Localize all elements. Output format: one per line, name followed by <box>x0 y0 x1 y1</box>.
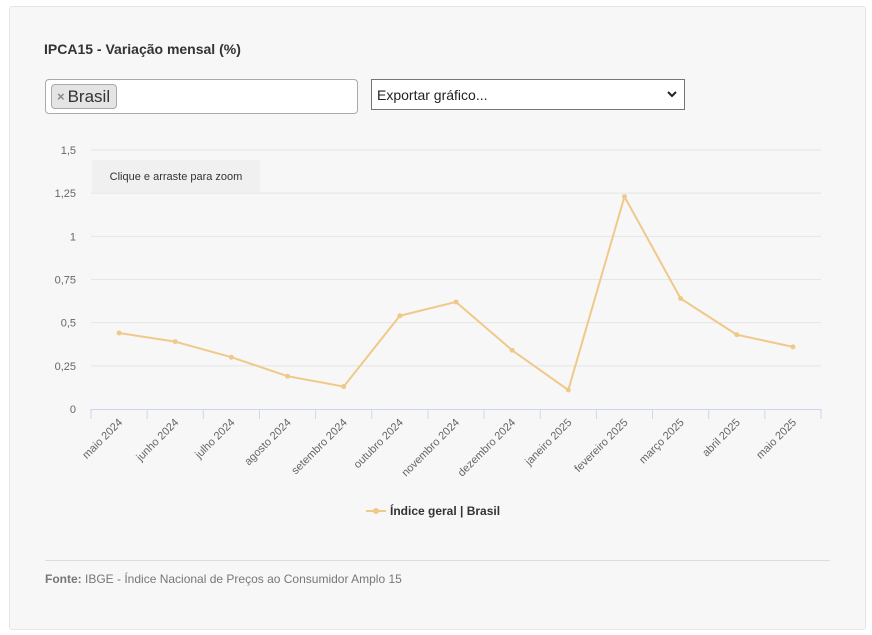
x-tick-label: outubro 2024 <box>352 417 406 471</box>
legend-line-icon <box>366 508 386 514</box>
y-tick-label: 1,25 <box>55 188 76 200</box>
legend-item[interactable]: Índice geral | Brasil <box>366 502 500 520</box>
location-chip-label: Brasil <box>67 86 111 106</box>
y-axis-ticks: 0 0,25 0,5 0,75 1 1,25 1,5 <box>55 145 76 416</box>
remove-chip-icon[interactable]: × <box>57 89 65 104</box>
grid-lines <box>91 149 821 367</box>
x-axis: maio 2024 junho 2024 julho 2024 agosto 2024… <box>80 409 822 480</box>
location-chip[interactable]: × Brasil <box>51 84 118 109</box>
x-tick-label: novembro 2024 <box>400 417 463 480</box>
data-point <box>734 332 740 338</box>
y-tick-label: 0,75 <box>55 275 76 287</box>
y-tick-label: 1,5 <box>61 145 76 157</box>
data-point <box>228 354 234 360</box>
x-tick-label: maio 2024 <box>80 417 125 462</box>
data-point <box>341 384 347 390</box>
legend-label: Índice geral | Brasil <box>390 504 501 518</box>
data-point <box>509 347 515 353</box>
source-note: Fonte: IBGE - Índice Nacional de Preços … <box>45 572 402 586</box>
x-tick-label: julho 2024 <box>192 417 237 462</box>
series-layer <box>116 194 796 393</box>
data-point <box>397 313 403 319</box>
x-tick-label: março 2025 <box>637 417 687 467</box>
x-tick-label: abril 2025 <box>700 417 743 460</box>
chart-title: IPCA15 - Variação mensal (%) <box>44 41 241 57</box>
data-point <box>621 194 627 200</box>
x-tick-label: fevereiro 2025 <box>572 417 630 475</box>
x-tick-label: dezembro 2024 <box>456 417 519 480</box>
export-chart-select[interactable]: Exportar gráfico... <box>371 79 685 110</box>
series-line <box>118 195 794 392</box>
data-point <box>285 373 291 379</box>
data-point <box>565 387 571 393</box>
y-tick-label: 0 <box>70 404 76 416</box>
data-point <box>678 295 684 301</box>
source-label: Fonte: <box>45 572 82 586</box>
source-text: IBGE - Índice Nacional de Preços ao Cons… <box>85 572 402 586</box>
y-tick-label: 0,25 <box>55 361 76 373</box>
data-point <box>172 339 178 345</box>
y-tick-label: 0,5 <box>61 318 76 330</box>
data-point <box>453 299 459 305</box>
x-tick-label: agosto 2024 <box>242 417 293 468</box>
zoom-hint: Clique e arraste para zoom <box>92 160 260 193</box>
x-tick-label: junho 2024 <box>134 417 182 465</box>
x-tick-label: setembro 2024 <box>289 417 349 477</box>
x-tick-label: janeiro 2025 <box>522 417 574 469</box>
footer-divider <box>45 560 830 561</box>
x-tick-label: maio 2025 <box>754 417 799 462</box>
export-select-label: Exportar gráfico... <box>377 86 488 103</box>
chevron-down-icon <box>667 91 677 98</box>
location-filter-input[interactable]: × Brasil <box>45 79 358 114</box>
data-point <box>116 330 122 336</box>
data-point <box>790 344 796 350</box>
y-tick-label: 1 <box>70 231 76 243</box>
